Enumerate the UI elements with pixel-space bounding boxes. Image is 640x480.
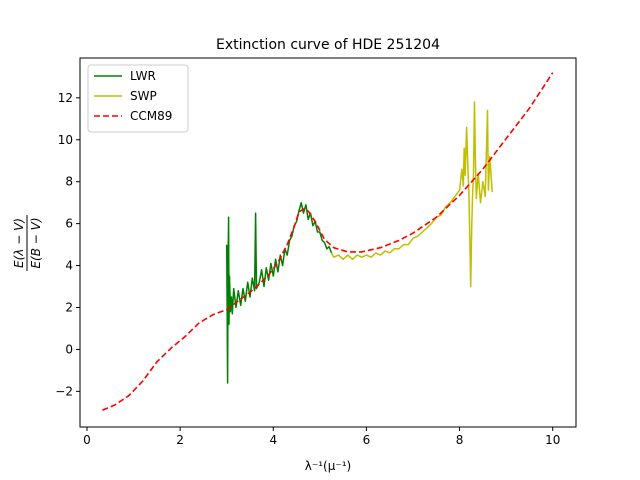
x-tick-label: 4 — [269, 433, 277, 447]
x-axis-label: λ⁻¹(μ⁻¹) — [305, 459, 351, 473]
series-line-ccm89 — [102, 72, 554, 411]
y-axis-label-numerator: E(λ − V) — [12, 218, 26, 268]
x-axis-ticks: 0 2 4 6 8 10 — [83, 427, 560, 447]
y-axis-label: E(λ − V) E(B − V) — [12, 215, 43, 271]
legend: LWR SWP CCM89 — [87, 64, 189, 133]
series-line-lwr — [225, 201, 333, 384]
legend-label-lwr: LWR — [130, 69, 156, 83]
y-tick-label: 8 — [65, 175, 73, 189]
y-tick-label: 2 — [65, 300, 73, 314]
y-tick-label: 4 — [65, 259, 73, 273]
y-tick-label: −2 — [55, 384, 73, 398]
y-axis-label-denominator: E(B − V) — [29, 217, 43, 268]
x-tick-label: 2 — [176, 433, 184, 447]
y-tick-label: 0 — [65, 342, 73, 356]
y-tick-label: 6 — [65, 217, 73, 231]
series-line-swp — [330, 101, 493, 288]
y-axis-ticks: −2 0 2 4 6 8 10 12 — [55, 91, 80, 398]
chart-title: Extinction curve of HDE 251204 — [216, 37, 440, 53]
y-tick-label: 12 — [58, 91, 73, 105]
plot-lines — [102, 72, 554, 411]
x-tick-label: 8 — [456, 433, 464, 447]
legend-label-swp: SWP — [130, 89, 157, 103]
legend-label-ccm89: CCM89 — [130, 109, 172, 123]
y-tick-label: 10 — [58, 133, 73, 147]
axes-frame — [79, 57, 577, 428]
x-tick-label: 6 — [363, 433, 371, 447]
x-tick-label: 10 — [545, 433, 560, 447]
x-tick-label: 0 — [83, 433, 91, 447]
